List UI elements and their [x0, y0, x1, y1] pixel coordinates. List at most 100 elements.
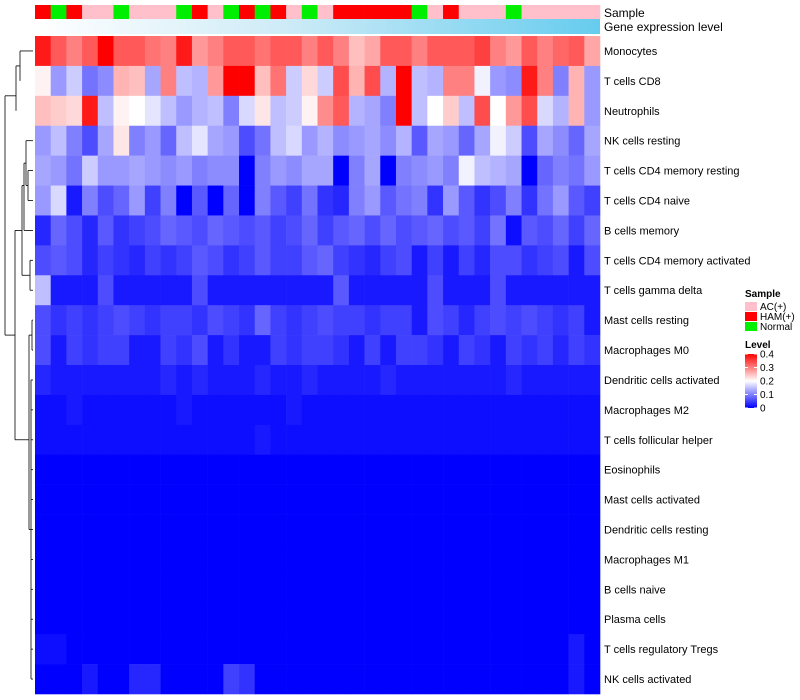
heatmap-cell — [223, 95, 240, 127]
heatmap-cell — [35, 125, 51, 156]
heatmap-cell — [82, 544, 99, 575]
heatmap-cell — [474, 215, 491, 246]
heatmap-cell — [364, 544, 381, 575]
heatmap-cell — [411, 454, 428, 485]
heatmap-cell — [97, 634, 114, 665]
heatmap-cell — [97, 335, 114, 366]
heatmap-cell — [66, 215, 83, 246]
heatmap-cell — [364, 574, 381, 605]
heatmap-cell — [144, 275, 161, 306]
heatmap-cell — [317, 365, 334, 396]
heatmap-cell — [50, 544, 67, 575]
heatmap-cell — [584, 544, 601, 575]
heatmap-cell — [223, 634, 240, 665]
heatmap-cell — [552, 394, 569, 426]
heatmap-cell — [176, 215, 193, 246]
heatmap-cell — [97, 95, 114, 127]
heatmap-cell — [552, 664, 569, 695]
heatmap-cell — [35, 484, 51, 515]
heatmap-cell — [474, 604, 491, 635]
heatmap-cell — [505, 604, 522, 635]
heatmap-cell — [35, 215, 51, 246]
heatmap-cell — [144, 335, 161, 366]
heatmap-cell — [286, 424, 303, 456]
heatmap-cell — [239, 155, 256, 186]
heatmap-cell — [270, 365, 287, 396]
heatmap-cell — [35, 245, 51, 276]
heatmap-cell — [474, 185, 491, 216]
heatmap-cell — [35, 454, 51, 485]
heatmap-cell — [113, 65, 130, 97]
heatmap-cell — [474, 125, 491, 156]
heatmap-cell — [474, 155, 491, 186]
heatmap-cell — [223, 604, 240, 635]
heatmap-cell — [474, 394, 491, 426]
heatmap-cell — [82, 394, 99, 426]
heatmap-cell — [160, 185, 177, 216]
heatmap-cell — [505, 544, 522, 575]
heatmap-cell — [254, 36, 271, 67]
legend-item-label: HAM(+) — [760, 312, 795, 323]
heatmap-cell — [270, 215, 287, 246]
heatmap-cell — [301, 185, 318, 216]
heatmap-cell — [537, 454, 554, 485]
heatmap-cell — [239, 484, 256, 515]
heatmap-cell — [474, 95, 491, 127]
heatmap-cell — [584, 275, 601, 306]
heatmap-cell — [176, 36, 193, 67]
heatmap-cell — [144, 95, 161, 127]
row-label: Mast cells activated — [604, 495, 700, 507]
heatmap-cell — [505, 484, 522, 515]
heatmap-cell — [113, 95, 130, 127]
heatmap-cell — [552, 185, 569, 216]
heatmap-cell — [239, 125, 256, 156]
heatmap-cell — [176, 604, 193, 635]
heatmap-cell — [333, 664, 350, 695]
heatmap-cell — [129, 544, 146, 575]
heatmap-cell — [160, 424, 177, 456]
heatmap-cell — [35, 185, 51, 216]
heatmap-cell — [427, 215, 444, 246]
heatmap-cell — [411, 305, 428, 336]
heatmap-cell — [270, 155, 287, 186]
heatmap-cell — [176, 95, 193, 127]
sample-annotation-cell — [584, 5, 601, 19]
heatmap-cell — [35, 275, 51, 306]
sample-annotation-cell — [364, 5, 381, 19]
heatmap-cell — [380, 245, 397, 276]
heatmap-cell — [50, 245, 67, 276]
legend-tick-label: 0.3 — [760, 363, 774, 374]
heatmap-cell — [301, 125, 318, 156]
heatmap-cell — [270, 454, 287, 485]
heatmap-cell — [395, 125, 412, 156]
heatmap-cell — [160, 95, 177, 127]
heatmap-cell — [286, 544, 303, 575]
heatmap-cell — [568, 245, 585, 276]
heatmap-cell — [458, 574, 475, 605]
heatmap-cell — [35, 36, 51, 67]
heatmap-cell — [584, 125, 601, 156]
heatmap-cell — [458, 125, 475, 156]
heatmap-cell — [50, 335, 67, 366]
heatmap-cell — [490, 365, 507, 396]
heatmap-cell — [207, 215, 224, 246]
sample-annotation-cell — [568, 5, 585, 19]
heatmap-cell — [458, 514, 475, 545]
heatmap-cell — [50, 36, 67, 67]
sample-track-label: Sample — [604, 6, 645, 20]
heatmap-cell — [113, 574, 130, 605]
heatmap-cell — [348, 394, 365, 426]
heatmap-cell — [490, 275, 507, 306]
heatmap-cell — [270, 664, 287, 695]
heatmap-cell — [458, 394, 475, 426]
heatmap-cell — [490, 335, 507, 366]
heatmap-cell — [584, 215, 601, 246]
heatmap-cell — [443, 185, 460, 216]
row-label: T cells CD4 naive — [604, 196, 690, 208]
heatmap-cell — [66, 394, 83, 426]
heatmap-cell — [254, 245, 271, 276]
heatmap-cell — [521, 664, 538, 695]
row-label: Dendritic cells resting — [604, 525, 709, 537]
heatmap-cell — [380, 275, 397, 306]
row-label: Neutrophils — [604, 106, 660, 118]
